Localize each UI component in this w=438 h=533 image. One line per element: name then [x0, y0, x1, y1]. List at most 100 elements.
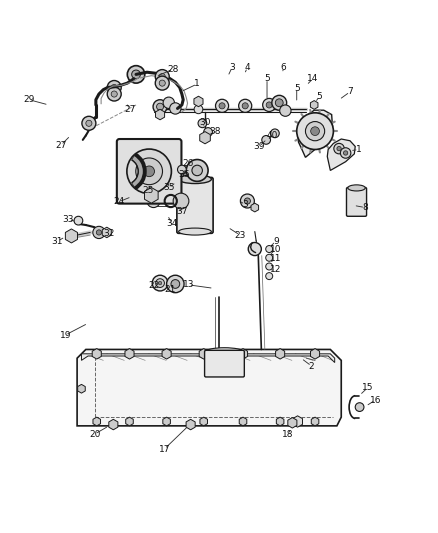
Text: 4: 4: [244, 63, 250, 72]
Circle shape: [262, 135, 271, 144]
Polygon shape: [93, 417, 101, 426]
Circle shape: [290, 421, 294, 425]
Circle shape: [266, 246, 273, 253]
Circle shape: [166, 275, 184, 293]
Circle shape: [272, 95, 287, 110]
FancyBboxPatch shape: [346, 188, 367, 216]
Text: 23: 23: [234, 231, 246, 239]
Circle shape: [159, 80, 165, 86]
Text: 39: 39: [254, 142, 265, 151]
FancyBboxPatch shape: [205, 350, 244, 377]
Polygon shape: [276, 349, 285, 359]
Polygon shape: [311, 417, 319, 426]
Text: 37: 37: [176, 207, 187, 216]
Polygon shape: [109, 419, 118, 430]
Text: 27: 27: [55, 141, 67, 150]
Text: 33: 33: [63, 215, 74, 224]
Circle shape: [93, 227, 105, 239]
Polygon shape: [297, 110, 332, 157]
Text: 30: 30: [199, 118, 211, 127]
Circle shape: [192, 165, 202, 176]
Polygon shape: [102, 227, 111, 238]
Text: 24: 24: [113, 197, 124, 206]
Circle shape: [153, 100, 167, 114]
Text: 32: 32: [103, 229, 114, 238]
Polygon shape: [132, 155, 145, 188]
Circle shape: [111, 91, 117, 97]
Text: 5: 5: [294, 84, 300, 93]
Circle shape: [144, 166, 155, 176]
Text: 20: 20: [89, 430, 100, 439]
Text: 27: 27: [124, 105, 136, 114]
Circle shape: [96, 230, 102, 235]
Polygon shape: [200, 417, 208, 426]
Circle shape: [170, 103, 181, 114]
Polygon shape: [293, 416, 303, 427]
Polygon shape: [276, 417, 284, 426]
Text: 16: 16: [370, 395, 381, 405]
Circle shape: [194, 105, 203, 114]
Text: 35: 35: [163, 183, 174, 192]
Circle shape: [107, 87, 121, 101]
Text: 1: 1: [194, 79, 200, 88]
Circle shape: [127, 149, 171, 193]
Circle shape: [215, 99, 229, 112]
Text: 1: 1: [356, 145, 362, 154]
Circle shape: [240, 194, 254, 208]
Circle shape: [107, 80, 121, 94]
Circle shape: [266, 263, 273, 270]
Circle shape: [297, 113, 333, 149]
Circle shape: [147, 195, 160, 207]
Circle shape: [219, 103, 225, 109]
Polygon shape: [239, 417, 247, 426]
Text: 19: 19: [60, 330, 71, 340]
Text: 21: 21: [164, 285, 176, 294]
Text: 12: 12: [270, 264, 282, 273]
Text: 31: 31: [52, 237, 63, 246]
Text: 40: 40: [267, 131, 278, 140]
Polygon shape: [78, 384, 85, 393]
Polygon shape: [155, 109, 165, 120]
Polygon shape: [311, 101, 318, 109]
Circle shape: [74, 216, 83, 225]
Polygon shape: [186, 419, 195, 430]
Text: 18: 18: [282, 430, 294, 439]
Circle shape: [311, 127, 319, 135]
Circle shape: [248, 243, 261, 256]
Circle shape: [266, 102, 272, 108]
Circle shape: [86, 120, 92, 126]
Text: 13: 13: [183, 280, 194, 289]
Polygon shape: [77, 350, 341, 426]
Circle shape: [276, 99, 283, 107]
Polygon shape: [327, 139, 355, 171]
Circle shape: [263, 99, 276, 111]
Circle shape: [340, 148, 351, 158]
Text: 9: 9: [273, 237, 279, 246]
Text: 25: 25: [142, 185, 154, 195]
Polygon shape: [145, 188, 158, 203]
Circle shape: [155, 279, 164, 287]
Text: 11: 11: [270, 254, 282, 263]
Text: 22: 22: [148, 281, 159, 290]
Polygon shape: [238, 349, 247, 359]
Text: 38: 38: [210, 127, 221, 136]
Text: 10: 10: [270, 245, 282, 254]
Circle shape: [334, 143, 344, 154]
Text: 2: 2: [309, 361, 314, 370]
Polygon shape: [163, 417, 170, 426]
Polygon shape: [162, 349, 171, 359]
Circle shape: [204, 128, 212, 136]
Text: 34: 34: [166, 219, 177, 228]
Text: 8: 8: [362, 203, 368, 212]
Circle shape: [337, 147, 341, 151]
Circle shape: [155, 70, 169, 84]
Polygon shape: [126, 417, 133, 426]
Circle shape: [152, 275, 168, 291]
Circle shape: [136, 158, 162, 184]
Ellipse shape: [348, 185, 365, 191]
Polygon shape: [288, 417, 297, 428]
Text: 28: 28: [167, 64, 179, 74]
Circle shape: [271, 129, 279, 138]
Text: 6: 6: [281, 63, 286, 72]
Circle shape: [132, 70, 141, 79]
